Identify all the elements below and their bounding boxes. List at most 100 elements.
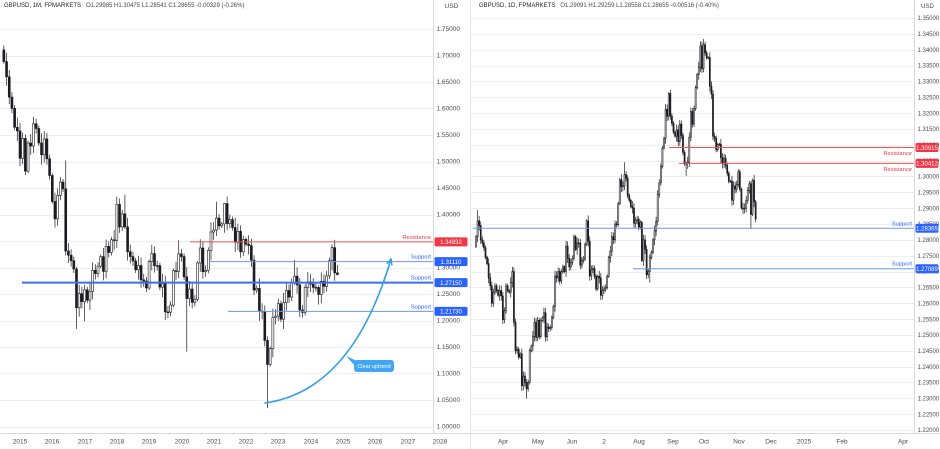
candle-up	[110, 239, 113, 253]
candle-down	[713, 135, 716, 139]
candle-up	[274, 315, 277, 318]
candle-down	[500, 290, 503, 297]
axis-borders	[0, 0, 470, 434]
chart-panel-daily[interactable]: GBPUSD, 1D, FPMARKETS O1.29091 H1.29259 L…	[470, 0, 940, 449]
candle-down	[669, 93, 672, 117]
price-tick-label: 1.26000	[918, 301, 940, 307]
time-tick-label: Dec	[765, 439, 777, 446]
time-tick-label: 2022	[239, 439, 254, 446]
candle-down	[506, 285, 509, 291]
candle-down	[555, 275, 558, 279]
candle-down	[61, 181, 65, 190]
ohlc-values: O1.29985 H1.30475 L1.28541 C1.28655 -0.0…	[86, 3, 245, 9]
candle-down	[37, 128, 41, 144]
candle-down	[484, 247, 487, 258]
candle-down	[64, 188, 68, 252]
candle-down	[158, 265, 162, 288]
price-tick-label: 1.55000	[437, 132, 461, 139]
candle-down	[742, 207, 744, 210]
candle-down	[45, 138, 49, 160]
candle-up	[522, 375, 525, 386]
candle-down	[680, 123, 683, 136]
candle-down	[174, 270, 178, 272]
candle-down	[705, 52, 708, 58]
candlestick-chart-monthly[interactable]: USD 1.75000 1.70000 1.65000 1.60000 1.55000 1.…	[0, 0, 470, 449]
candle-down	[50, 175, 54, 202]
candle-up	[675, 129, 678, 137]
candle-up	[519, 353, 522, 358]
candle-up	[585, 220, 588, 245]
candle-up	[161, 283, 164, 288]
time-axis[interactable]: Apr May Jun 2 Aug Sep Oct Nov Dec 2025 Feb Apr	[498, 439, 909, 446]
candle-up	[88, 291, 92, 301]
callout-bubble[interactable]	[354, 360, 394, 372]
candle-down	[754, 201, 757, 220]
price-axis[interactable]: USD 1.35000 1.34500 1.34000 1.33500 1.33000 1.…	[918, 4, 940, 434]
candle-down	[563, 266, 566, 272]
candle-up	[533, 321, 536, 337]
candle-up	[693, 108, 695, 125]
candle-up	[528, 350, 531, 383]
price-tick-label: 1.32500	[918, 95, 940, 101]
trend-arc-drawing[interactable]	[264, 258, 392, 404]
candle-up	[228, 219, 232, 224]
price-tick-label: 1.25000	[918, 333, 940, 339]
candle-up	[215, 217, 218, 231]
candle-up	[541, 317, 544, 321]
candle-down	[131, 256, 135, 262]
candle-down	[107, 246, 111, 253]
candle-up	[530, 345, 533, 352]
price-tick-label: 1.60000	[437, 106, 461, 113]
price-badge-value: 1.30915	[916, 146, 938, 152]
candle-down	[535, 321, 537, 338]
candle-down	[595, 275, 597, 290]
candle-down	[483, 242, 485, 249]
price-tick-label: 1.23000	[918, 397, 940, 403]
support-label: Support	[411, 304, 432, 310]
candle-up	[702, 44, 705, 70]
time-tick-label: 2028	[433, 439, 448, 446]
candle-down	[625, 174, 627, 179]
candle-down	[180, 253, 183, 257]
candle-down	[724, 157, 727, 166]
candle-down	[75, 268, 78, 309]
symbol-title[interactable]: GBPUSD, 1M, FPMARKETS	[4, 3, 82, 9]
candle-down	[677, 129, 680, 142]
candle-down	[731, 180, 733, 201]
price-tick-label: 1.75000	[437, 26, 461, 33]
candle-down	[674, 131, 676, 137]
time-tick-label: Jun	[567, 439, 578, 446]
candle-up	[562, 266, 564, 272]
candle-up	[56, 195, 59, 220]
candle-up	[212, 229, 215, 233]
candle-up	[571, 257, 574, 263]
candle-down	[644, 239, 646, 250]
candle-down	[53, 201, 57, 220]
candle-up	[536, 320, 539, 338]
price-tick-label: 1.31500	[918, 127, 940, 133]
candle-down	[708, 57, 711, 87]
time-tick-label: Apr	[498, 439, 509, 446]
candle-down	[34, 123, 38, 129]
price-tick-label: 1.24500	[918, 349, 940, 355]
candle-down	[750, 183, 752, 215]
chart-panel-monthly[interactable]: GBPUSD, 1M, FPMARKETS O1.29985 H1.30475 L…	[0, 0, 470, 449]
candle-down	[588, 240, 591, 277]
candle-up	[498, 290, 501, 296]
candle-down	[701, 45, 703, 70]
candle-down	[574, 236, 577, 250]
candle-down	[544, 312, 547, 338]
price-tick-label: 1.24000	[918, 365, 940, 371]
time-axis[interactable]: 2015 2016 2017 2018 2019 2020 2021 2022 2023 2024…	[13, 439, 448, 446]
callout-text: Clear uptrend	[357, 364, 390, 370]
candle-down	[598, 275, 601, 279]
candle-up	[147, 261, 151, 289]
candle-up	[707, 57, 710, 59]
time-tick-label: 2020	[175, 439, 190, 446]
candle-up	[271, 317, 275, 349]
candle-up	[623, 174, 626, 187]
candle-up	[549, 327, 552, 329]
time-tick-label: 2027	[401, 439, 416, 446]
symbol-title[interactable]: GBPUSD, 1D, FPMARKETS	[479, 3, 556, 9]
